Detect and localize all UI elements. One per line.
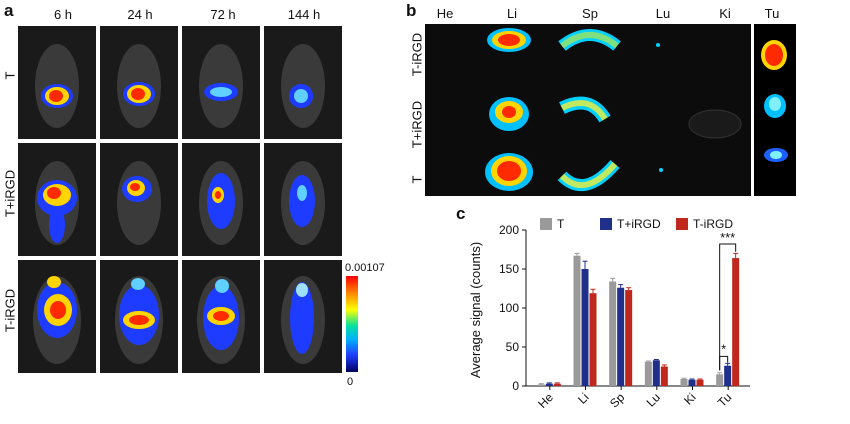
mouse-image-T-144h xyxy=(264,26,342,139)
bar-chart: Average signal (counts) T T+iRGD T-iRGD 0 5… xyxy=(468,217,750,411)
colorbar-min-label: 0 xyxy=(347,376,354,388)
mouse-image-T-plus-iRGD-144h xyxy=(264,143,342,256)
legend-swatch xyxy=(676,218,688,230)
panel-a-letter: a xyxy=(4,1,14,20)
bar xyxy=(625,290,633,386)
bar xyxy=(537,384,545,386)
bar xyxy=(660,366,668,386)
organ-col-Li: Li xyxy=(506,6,518,21)
x-tick-label: Ki xyxy=(681,390,698,407)
col-head-6h: 6 h xyxy=(53,7,73,22)
organ-col-He: He xyxy=(436,6,454,21)
bar xyxy=(680,378,688,386)
tumor-image-column xyxy=(754,24,796,196)
y-tick-label: 0 xyxy=(512,379,519,393)
legend-label: T+iRGD xyxy=(617,217,661,231)
bar xyxy=(652,360,660,386)
bar xyxy=(545,383,553,386)
organ-col-Tu: Tu xyxy=(764,6,780,21)
legend-swatch xyxy=(600,218,612,230)
x-tick-label: He xyxy=(535,390,556,411)
bracket-three-star xyxy=(719,243,737,371)
significance-label: * xyxy=(721,341,726,356)
y-axis-label: Average signal (counts) xyxy=(468,242,483,378)
organ-col-Ki: Ki xyxy=(719,6,731,21)
row-head-T-plus-iRGD: T+iRGD xyxy=(2,169,18,218)
mouse-image-T-minus-iRGD-24h xyxy=(100,260,178,373)
col-head-144h: 144 h xyxy=(287,7,321,22)
bar xyxy=(589,293,597,386)
mouse-image-T-72h xyxy=(182,26,260,139)
y-tick-label: 100 xyxy=(499,301,519,315)
col-head-24h: 24 h xyxy=(127,7,153,22)
legend-label: T xyxy=(557,217,565,231)
bar xyxy=(716,374,724,386)
mouse-image-T-minus-iRGD-144h xyxy=(264,260,342,373)
mouse-image-T-plus-iRGD-72h xyxy=(182,143,260,256)
x-tick-label: Sp xyxy=(607,390,628,411)
panel-b-letter: b xyxy=(406,1,417,20)
mouse-image-T-6h xyxy=(18,26,96,139)
bar xyxy=(617,287,625,386)
mouse-image-T-minus-iRGD-72h xyxy=(182,260,260,373)
colorbar-max-label: 0.00107 xyxy=(345,262,385,274)
organ-row-T-plus-iRGD: T+iRGD xyxy=(409,100,425,149)
col-head-72h: 72 h xyxy=(210,7,236,22)
mouse-image-T-plus-iRGD-24h xyxy=(100,143,178,256)
bar xyxy=(724,365,732,386)
mouse-image-T-24h xyxy=(100,26,178,139)
x-tick-label: Li xyxy=(575,390,592,407)
legend: T T+iRGD T-iRGD xyxy=(540,217,733,231)
legend-swatch xyxy=(540,218,552,230)
bar xyxy=(553,383,561,386)
row-head-T: T xyxy=(2,71,18,80)
mouse-image-T-plus-iRGD-6h xyxy=(18,143,96,256)
bar xyxy=(696,379,704,386)
y-tick-label: 150 xyxy=(499,262,519,276)
row-head-T-minus-iRGD: T-iRGD xyxy=(2,288,18,333)
panel-c-letter: c xyxy=(456,204,466,223)
organ-row-T: T xyxy=(409,175,425,184)
bar xyxy=(609,281,617,386)
axes: 0 50 100 150 200 He Li Sp Lu Ki Tu xyxy=(499,223,750,411)
mouse-image-T-minus-iRGD-6h xyxy=(18,260,96,373)
bar xyxy=(688,379,696,386)
legend-label: T-iRGD xyxy=(693,217,733,231)
bar xyxy=(644,361,652,386)
organ-col-Sp: Sp xyxy=(582,6,598,21)
organ-image-grid xyxy=(425,24,751,196)
bar xyxy=(573,255,581,386)
bar xyxy=(732,258,740,386)
bar xyxy=(581,269,589,386)
x-tick-label: Lu xyxy=(644,390,663,409)
significance-annotations: **** xyxy=(719,230,737,371)
colorbar xyxy=(346,276,358,372)
x-tick-label: Tu xyxy=(715,390,734,409)
bars xyxy=(537,252,740,386)
y-tick-label: 50 xyxy=(506,340,520,354)
organ-col-Lu: Lu xyxy=(655,6,671,21)
significance-label: *** xyxy=(720,230,735,245)
y-tick-label: 200 xyxy=(499,223,519,237)
organ-row-T-minus-iRGD: T-iRGD xyxy=(409,32,425,77)
